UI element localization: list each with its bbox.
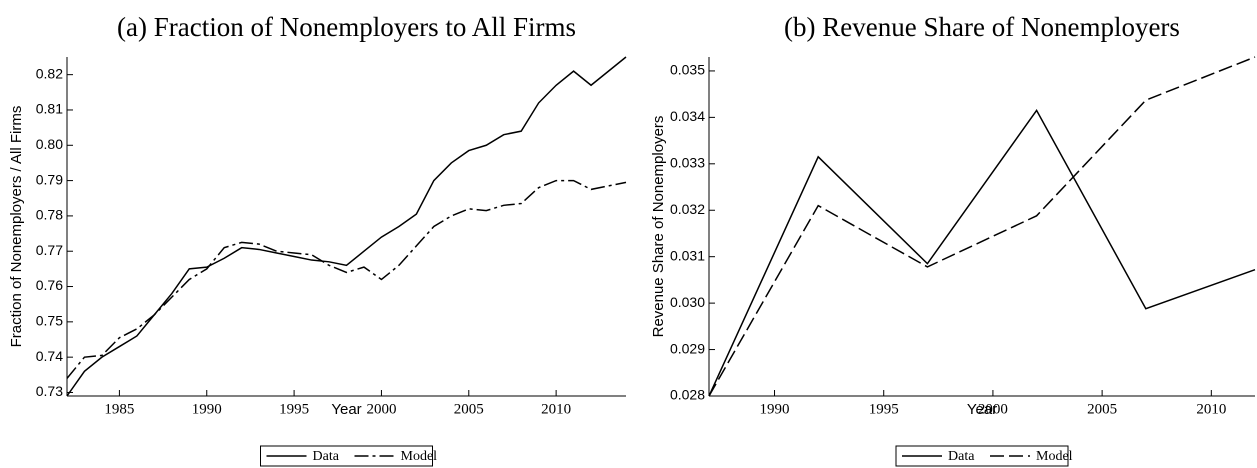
x-tick-label: 2000: [978, 401, 1008, 417]
x-axis-label: Year: [967, 401, 997, 418]
y-tick-label: 0.76: [36, 277, 63, 293]
x-tick-label: 1990: [192, 401, 222, 417]
y-tick-label: 0.032: [670, 201, 705, 217]
data-line: [66, 179, 627, 379]
data-line: [708, 56, 1256, 397]
chart-title: (a) Fraction of Nonemployers to All Firm…: [117, 12, 576, 42]
y-tick-label: 0.74: [36, 348, 63, 364]
y-tick-label: 0.033: [670, 155, 705, 171]
data-line: [708, 108, 1256, 397]
y-tick-label: 0.034: [670, 108, 705, 124]
y-tick-label: 0.82: [36, 65, 63, 81]
y-tick-label: 0.77: [36, 242, 63, 258]
chart-panel: (a) Fraction of Nonemployers to All Firm…: [8, 12, 627, 467]
legend-label: Data: [948, 449, 975, 464]
x-tick-label: 1995: [869, 401, 899, 417]
chart-panel: (b) Revenue Share of Nonemployers Year Rev…: [650, 12, 1256, 467]
legend-label: Model: [1036, 449, 1073, 464]
legend-label: Model: [401, 449, 438, 464]
x-tick-label: 2010: [1196, 401, 1226, 417]
chart-title: (b) Revenue Share of Nonemployers: [784, 12, 1180, 42]
y-tick-label: 0.031: [670, 247, 705, 263]
x-tick-label: 1995: [279, 401, 309, 417]
data-line: [66, 56, 627, 397]
y-tick-label: 0.79: [36, 171, 63, 187]
x-tick-label: 1990: [760, 401, 790, 417]
legend-label: Data: [313, 449, 340, 464]
y-tick-label: 0.029: [670, 340, 705, 356]
y-tick-label: 0.73: [36, 383, 63, 399]
y-tick-label: 0.75: [36, 313, 63, 329]
x-tick-label: 2010: [541, 401, 571, 417]
y-axis-label: Revenue Share of Nonemployers: [650, 116, 667, 338]
y-tick-label: 0.78: [36, 207, 63, 223]
legend-box: [260, 445, 433, 467]
y-axis-label: Fraction of Nonemployers / All Firms: [8, 106, 25, 348]
y-tick-label: 0.028: [670, 387, 705, 403]
x-tick-label: 2000: [366, 401, 396, 417]
x-tick-label: 2005: [1087, 401, 1117, 417]
x-tick-label: 1985: [104, 401, 134, 417]
legend-box: [895, 445, 1069, 467]
y-tick-label: 0.035: [670, 62, 705, 78]
y-tick-label: 0.81: [36, 101, 63, 117]
x-tick-label: 2005: [454, 401, 484, 417]
x-axis-label: Year: [331, 401, 361, 418]
y-tick-label: 0.80: [36, 136, 63, 152]
y-tick-label: 0.030: [670, 294, 705, 310]
